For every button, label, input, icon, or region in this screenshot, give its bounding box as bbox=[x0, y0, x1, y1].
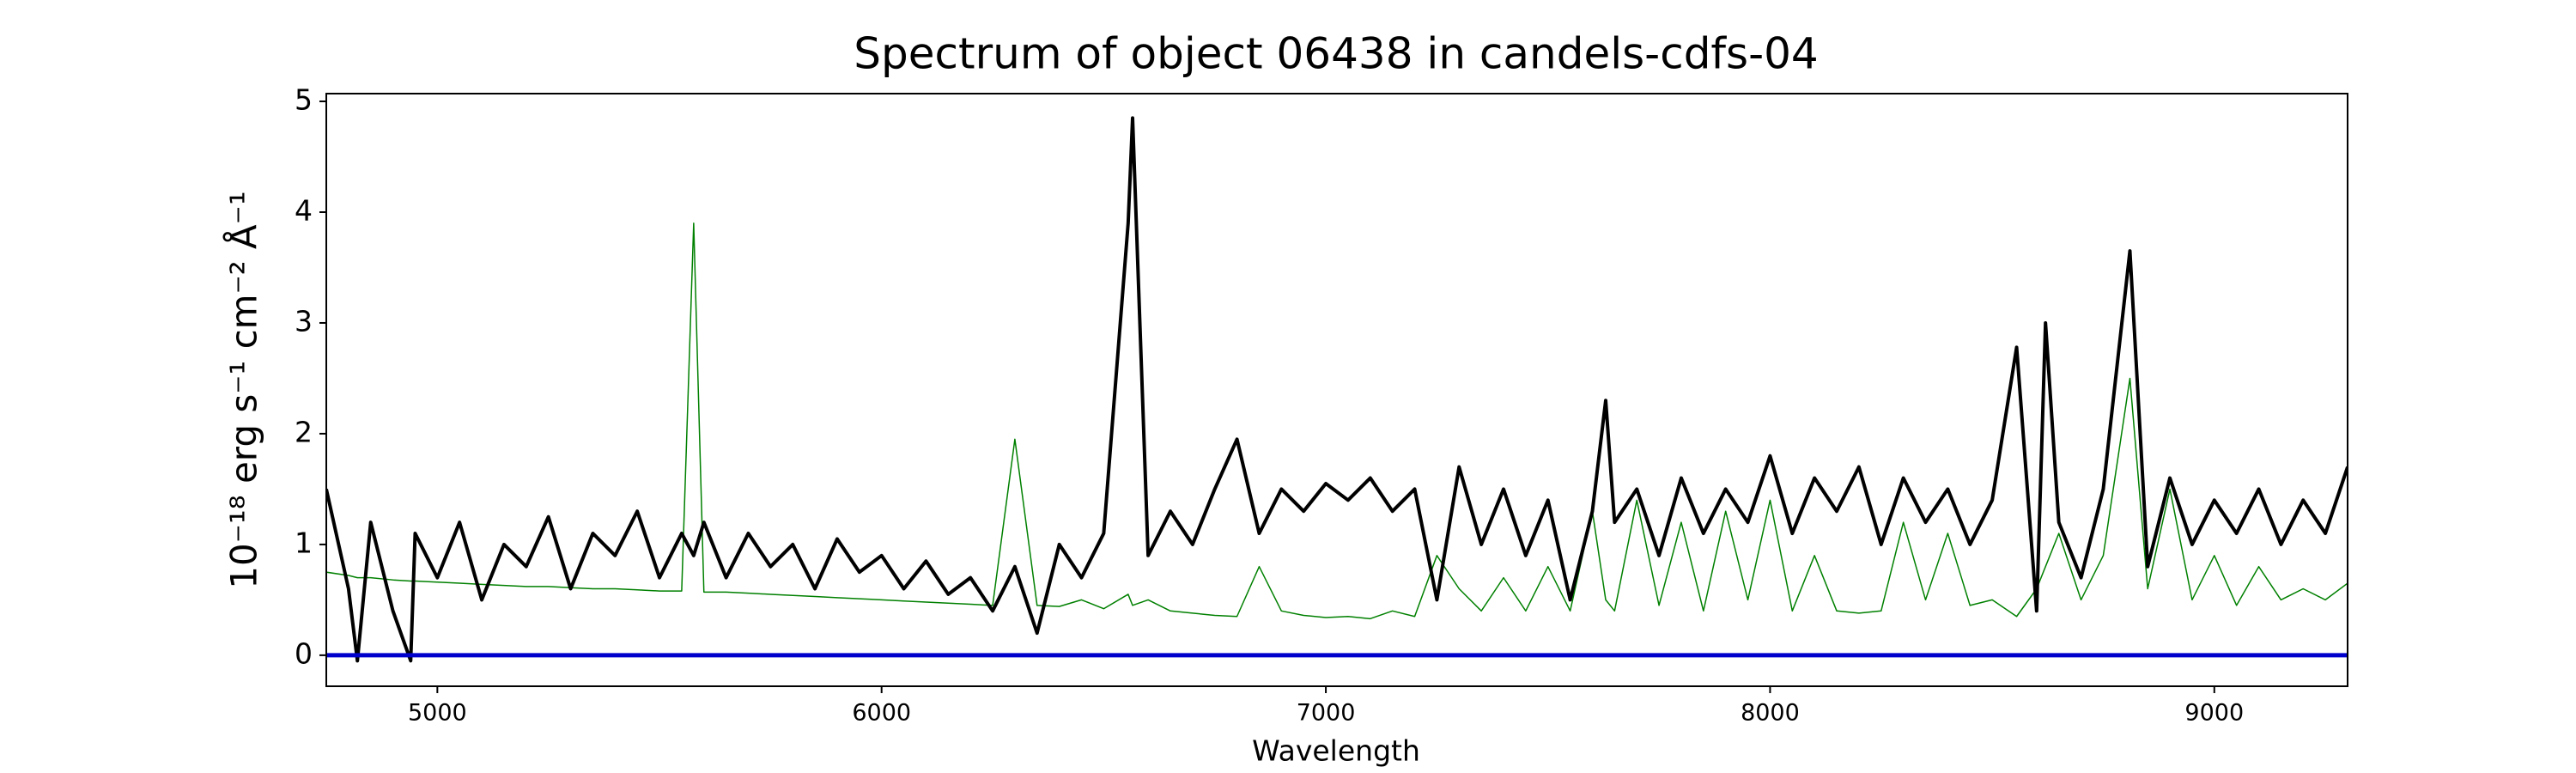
y-tick-label: 2 bbox=[295, 415, 313, 448]
plot-frame bbox=[325, 93, 2348, 687]
x-tick-label: 9000 bbox=[2184, 700, 2244, 727]
y-axis-label: 10⁻¹⁸ erg s⁻¹ cm⁻² Å⁻¹ bbox=[222, 191, 265, 588]
x-tick-label: 7000 bbox=[1297, 700, 1356, 727]
y-tick-label: 3 bbox=[295, 304, 313, 338]
y-tick-label: 0 bbox=[295, 636, 313, 670]
y-tick-label: 4 bbox=[295, 194, 313, 228]
spectrum-line bbox=[326, 116, 2348, 663]
spectrum-line bbox=[326, 222, 2348, 620]
y-tick-label: 5 bbox=[295, 83, 313, 117]
y-tick-label: 1 bbox=[295, 526, 313, 559]
x-axis-label: Wavelength bbox=[1252, 734, 1420, 768]
chart-title: Spectrum of object 06438 in candels-cdfs… bbox=[854, 29, 1819, 79]
x-tick-label: 6000 bbox=[852, 700, 911, 727]
x-tick-label: 5000 bbox=[408, 700, 467, 727]
x-tick-label: 8000 bbox=[1741, 700, 1800, 727]
